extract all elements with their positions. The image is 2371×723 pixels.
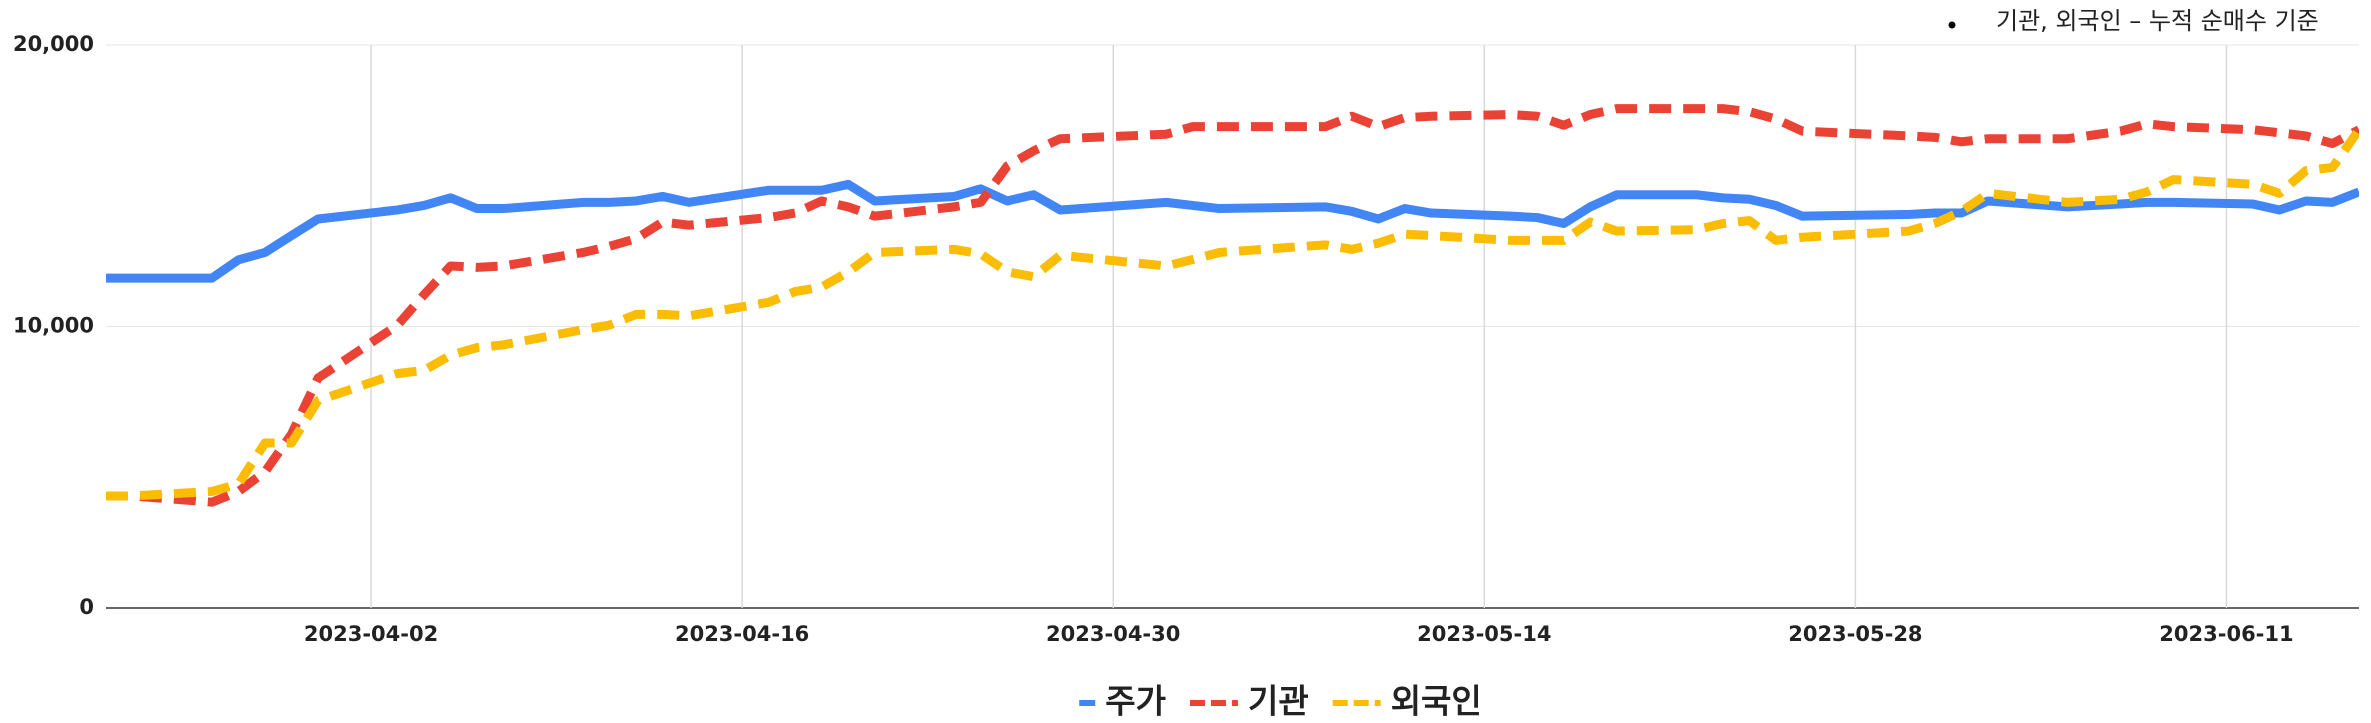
legend-label: 외국인 <box>1391 682 1482 721</box>
series-line <box>106 104 2359 507</box>
x-tick-label: 2023-04-02 <box>304 622 438 646</box>
legend-label: 주가 <box>1105 682 1166 721</box>
x-tick-label: 2023-04-16 <box>675 622 809 646</box>
series-line <box>106 179 2359 283</box>
x-tick-label: 2023-05-28 <box>1788 622 1922 646</box>
annotation: 기관, 외국인 – 누적 순매수 기준 <box>1996 7 2319 35</box>
x-tick-label: 2023-04-30 <box>1046 622 1180 646</box>
series-line <box>106 127 2359 501</box>
y-tick-label: 20,000 <box>13 32 94 56</box>
y-tick-label: 10,000 <box>13 314 94 338</box>
annotation-bullet <box>1948 21 1956 29</box>
x-tick-label: 2023-05-14 <box>1417 622 1551 646</box>
y-tick-label: 0 <box>79 595 94 619</box>
legend-label: 기관 <box>1248 682 1309 721</box>
x-tick-label: 2023-06-11 <box>2159 622 2293 646</box>
